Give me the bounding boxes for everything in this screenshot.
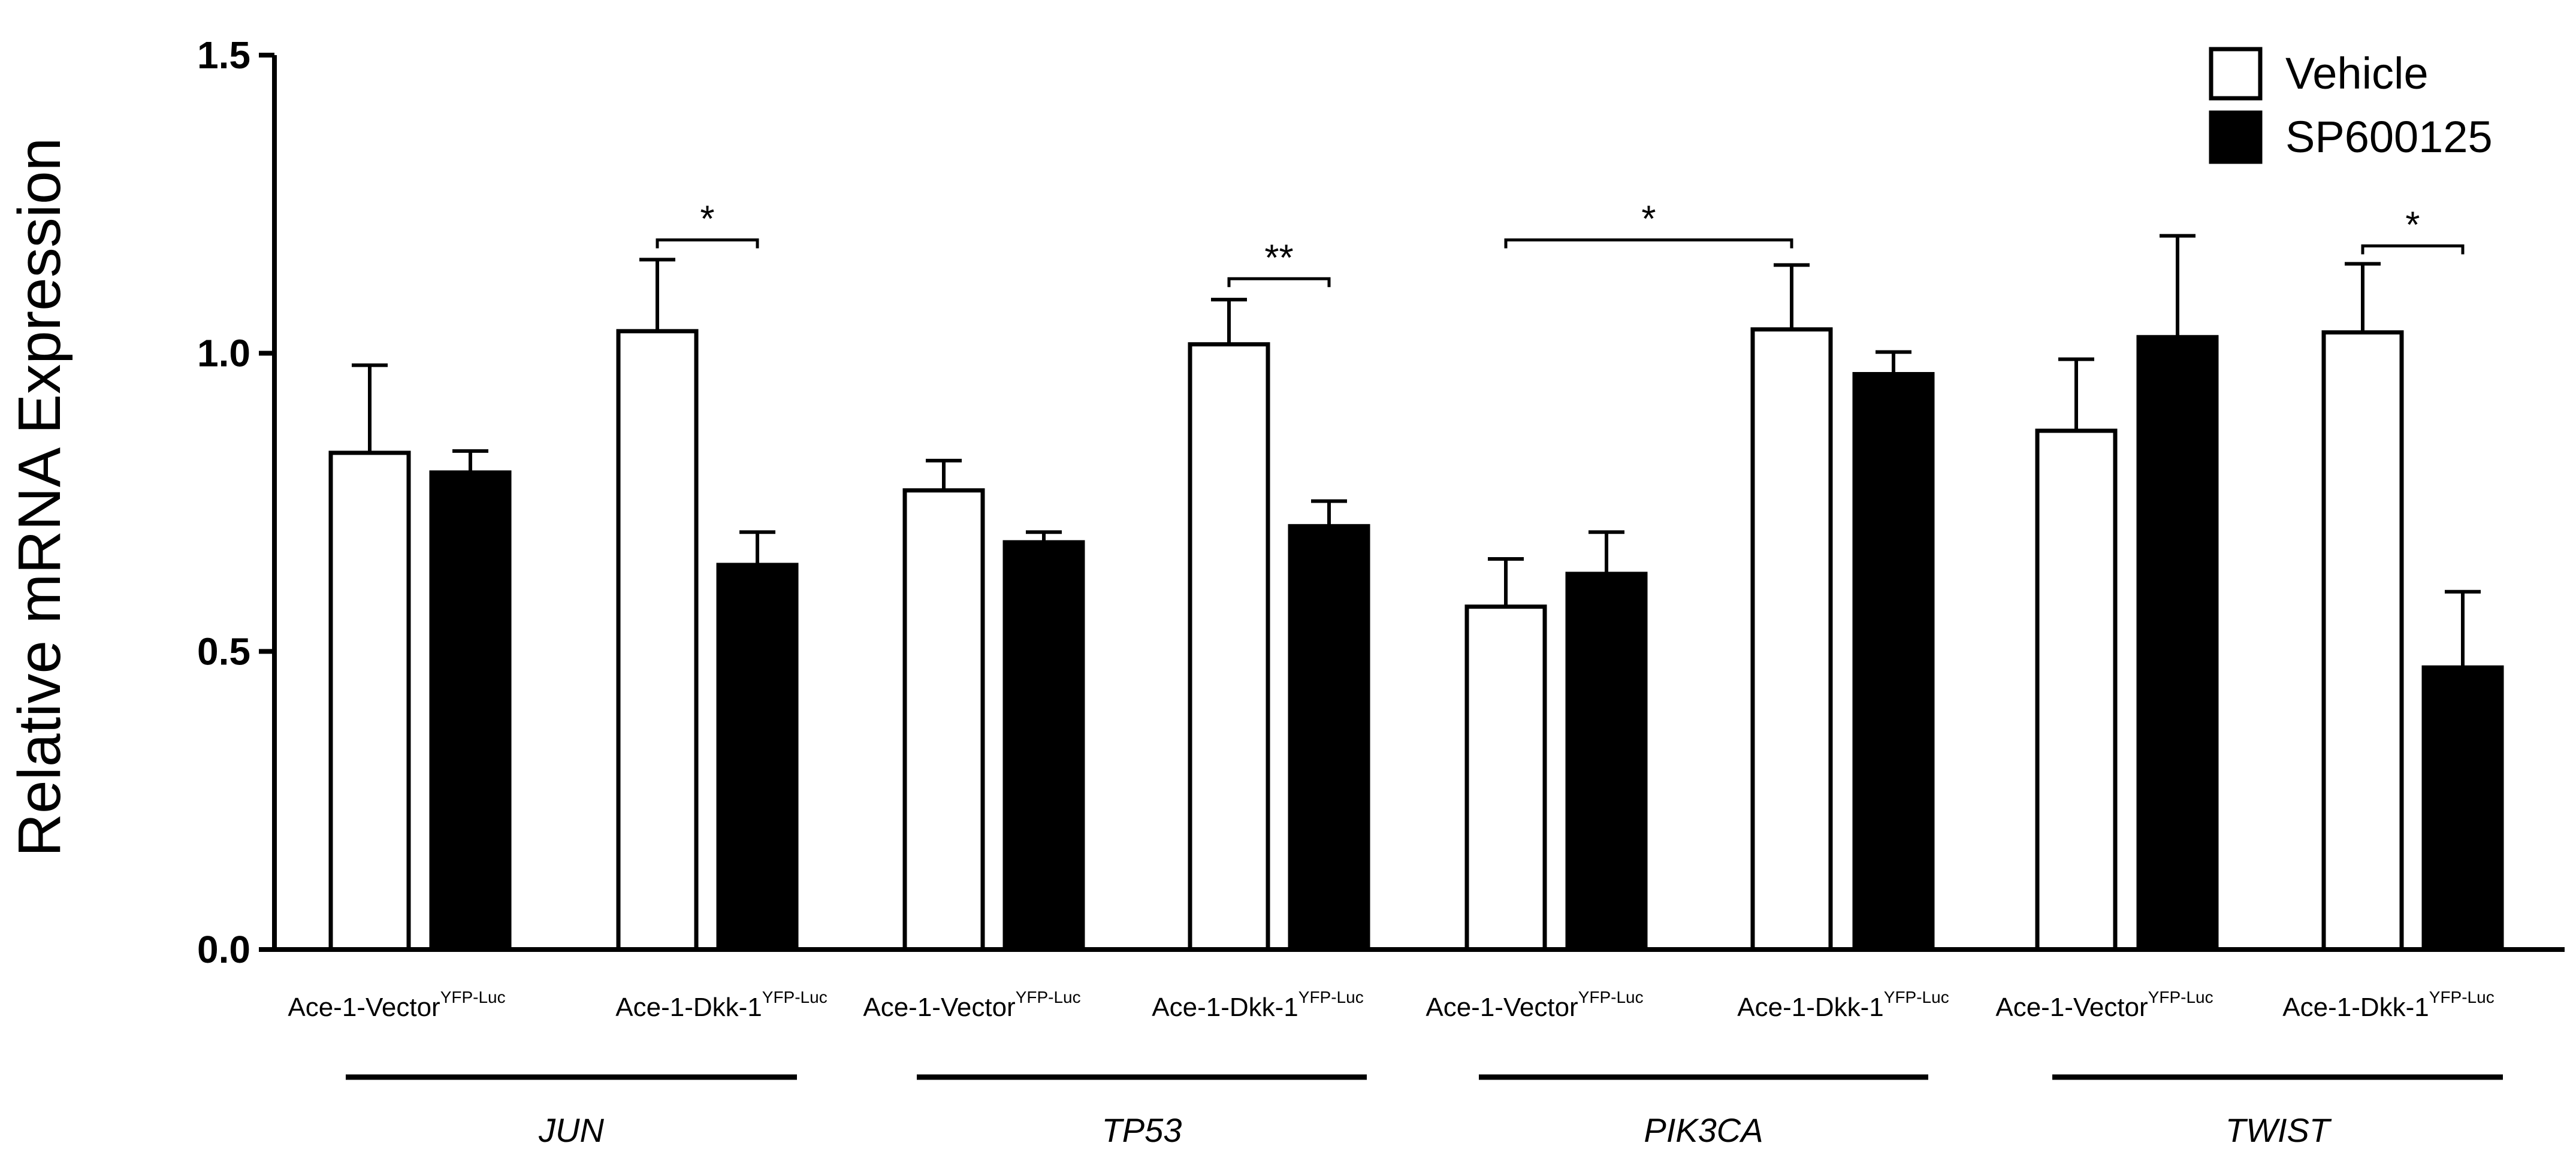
bar-jun-vector-sp600125 [429,470,512,952]
cell-line-label: Ace-1-Dkk-1YFP-Luc [1737,988,1949,1022]
bar-twist-vector-vehicle [2035,428,2118,952]
legend-swatch-vehicle [2209,47,2263,101]
cell-line-label: Ace-1-VectorYFP-Luc [288,988,505,1022]
legend-label-sp600125: SP600125 [2285,112,2493,162]
legend: Vehicle SP600125 [2209,47,2493,164]
bar-twist-vector-sp600125 [2136,335,2219,952]
significance-label: * [1641,199,1656,240]
bar-jun-dkk1-sp600125 [716,563,799,952]
significance-bracket [1504,238,1793,249]
legend-swatch-sp600125 [2209,110,2263,164]
significance-label: * [700,199,714,240]
cell-line-label: Ace-1-VectorYFP-Luc [1995,988,2213,1022]
bar-pik3ca-vector-sp600125 [1565,572,1648,952]
y-axis-label: Relative mRNA Expression [6,138,73,857]
cell-line-label: Ace-1-Dkk-1YFP-Luc [615,988,827,1022]
bar-pik3ca-vector-vehicle [1464,604,1547,952]
significance-label: ** [1264,237,1293,279]
bar-twist-dkk1-vehicle [2321,330,2404,952]
cell-line-label: Ace-1-Dkk-1YFP-Luc [1152,988,1363,1022]
bar-tp53-dkk1-vehicle [1188,342,1270,952]
bar-twist-dkk1-sp600125 [2421,665,2504,952]
cell-line-label: Ace-1-VectorYFP-Luc [863,988,1080,1022]
legend-label-vehicle: Vehicle [2285,49,2429,98]
y-tick-label: 0.5 [197,630,250,673]
cell-line-label: Ace-1-VectorYFP-Luc [1426,988,1643,1022]
gene-label-jun: JUN [538,1111,604,1149]
significance-bracket [656,238,759,249]
bar-pik3ca-dkk1-vehicle [1750,327,1833,952]
y-tick-label: 1.0 [197,332,250,375]
gene-label-twist: TWIST [2225,1111,2332,1149]
bar-jun-dkk1-vehicle [616,329,699,952]
y-tick-label: 0.0 [197,928,250,971]
bar-pik3ca-dkk1-sp600125 [1852,372,1935,952]
significance-bracket [1227,277,1331,288]
significance-label: * [2405,205,2420,246]
bar-tp53-vector-sp600125 [1002,540,1085,952]
significance-bracket [2361,244,2465,255]
gene-label-tp53: TP53 [1102,1111,1182,1149]
bar-jun-vector-vehicle [328,450,411,952]
cell-line-label: Ace-1-Dkk-1YFP-Luc [2282,988,2494,1022]
bar-tp53-vector-vehicle [902,488,985,952]
gene-label-pik3ca: PIK3CA [1644,1111,1763,1149]
bar-tp53-dkk1-sp600125 [1288,524,1370,952]
y-tick-label: 1.5 [197,34,250,77]
